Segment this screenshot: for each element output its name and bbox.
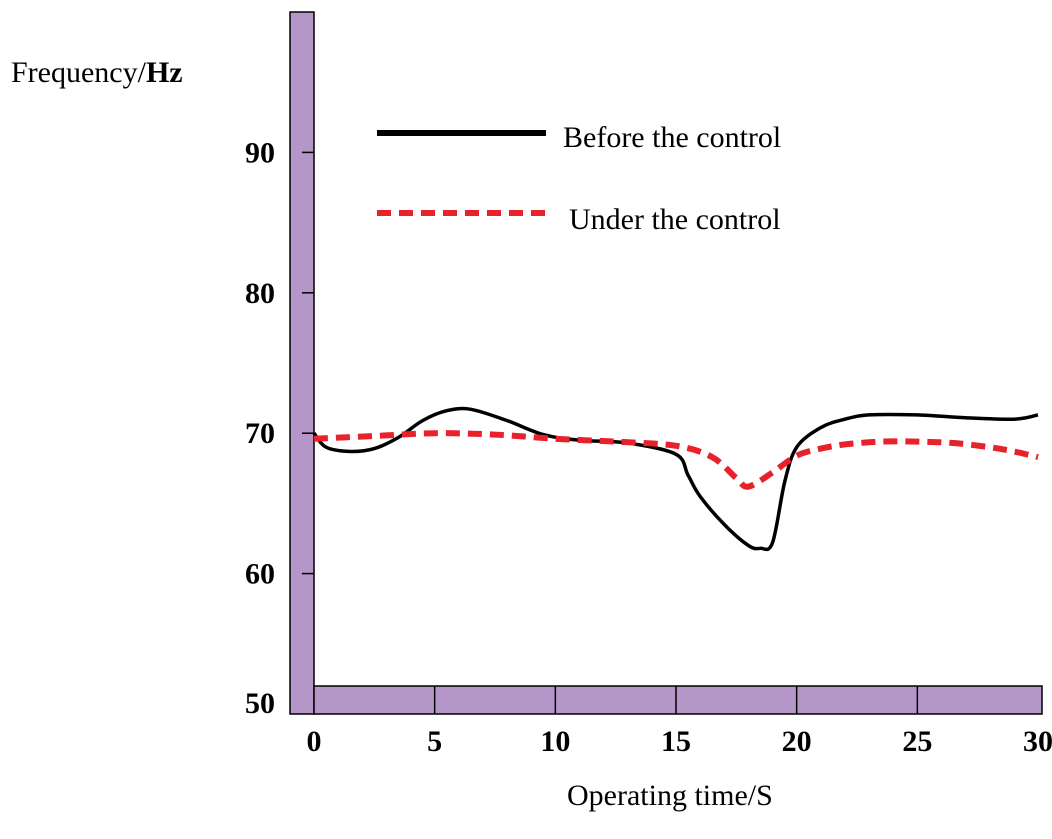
x-tick-label: 10 bbox=[540, 725, 570, 758]
series-lines bbox=[314, 409, 1038, 550]
y-tick-label: 90 bbox=[245, 136, 275, 169]
y-tick-label: 80 bbox=[245, 277, 275, 310]
x-axis-bar bbox=[314, 686, 1042, 714]
x-tick-label: 25 bbox=[902, 725, 932, 758]
y-tick-label: 70 bbox=[245, 417, 275, 450]
legend-label-before-control: Before the control bbox=[563, 121, 781, 154]
x-tick-label: 5 bbox=[427, 725, 442, 758]
y-axis-bar bbox=[290, 12, 314, 714]
x-tick-label: 30 bbox=[1023, 725, 1052, 758]
x-axis-title: Operating time/S bbox=[567, 779, 773, 812]
legend: Before the control Under the control bbox=[377, 121, 781, 236]
y-tick-label: 60 bbox=[245, 558, 275, 591]
y-axis-title: Frequency/Hz bbox=[11, 56, 183, 89]
axes bbox=[290, 12, 1042, 714]
y-axis-title-prefix: Frequency/ bbox=[11, 56, 147, 89]
x-tick-label: 15 bbox=[661, 725, 691, 758]
y-tick-label: 50 bbox=[245, 687, 275, 720]
y-axis-title-unit: Hz bbox=[146, 56, 183, 89]
y-tick-labels: 50 60 70 80 90 bbox=[245, 136, 275, 720]
x-tick-label: 20 bbox=[782, 725, 812, 758]
series-line-before-control bbox=[314, 409, 1038, 550]
legend-label-under-control: Under the control bbox=[569, 203, 781, 236]
x-tick-label: 0 bbox=[307, 725, 322, 758]
series-line-under-control bbox=[314, 433, 1038, 487]
x-tick-labels: 0 5 10 15 20 25 30 bbox=[307, 725, 1052, 758]
